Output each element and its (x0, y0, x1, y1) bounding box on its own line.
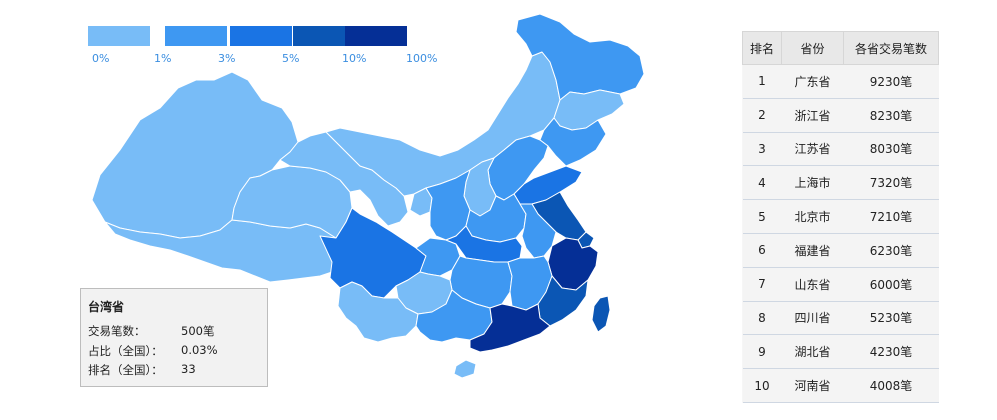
legend-label: 100% (406, 52, 438, 65)
legend-label: 3% (218, 52, 236, 65)
cell-province: 江苏省 (781, 132, 844, 167)
cell-rank: 1 (742, 64, 782, 99)
legend-swatch-level-2 (230, 26, 292, 46)
cell-count: 5230笔 (843, 301, 939, 336)
cell-rank: 9 (742, 334, 782, 370)
cell-rank: 3 (742, 132, 782, 167)
legend-swatch-level-3 (293, 26, 355, 46)
header-rank: 排名 (742, 31, 782, 65)
cell-count: 6000笔 (843, 267, 939, 302)
cell-rank: 10 (742, 368, 782, 403)
cell-province: 北京市 (781, 199, 844, 234)
info-key: 交易笔数： (88, 324, 146, 338)
info-row: 占比（全国）： 0.03% (88, 343, 263, 359)
province-liaoning[interactable] (539, 117, 607, 167)
cell-rank: 4 (742, 165, 782, 201)
cell-province: 四川省 (781, 301, 844, 336)
cell-province: 浙江省 (781, 98, 844, 133)
table-row[interactable]: 9 湖北省 4230笔 (742, 334, 939, 370)
legend-label: 5% (282, 52, 300, 65)
table-row[interactable]: 8 四川省 5230笔 (742, 301, 939, 336)
province-info-panel: 台湾省 交易笔数： 500笔 占比（全国）： 0.03% 排名（全国）： 33 (80, 288, 268, 387)
table-row[interactable]: 5 北京市 7210笔 (742, 199, 939, 234)
legend-swatch-level-4 (345, 26, 407, 46)
info-row: 交易笔数： 500笔 (88, 323, 263, 339)
table-row[interactable]: 6 福建省 6230笔 (742, 233, 939, 268)
info-key: 排名（全国）： (88, 363, 163, 377)
province-qinghai[interactable] (231, 165, 353, 239)
cell-province: 河南省 (781, 368, 844, 403)
info-value: 500笔 (181, 324, 215, 338)
legend-label: 0% (92, 52, 110, 65)
info-value: 33 (181, 362, 196, 376)
map-legend: 0% 1% 3% 5% 10% 100% (88, 26, 448, 70)
province-taiwan[interactable] (591, 295, 611, 333)
cell-count: 6230笔 (843, 233, 939, 268)
cell-count: 4230笔 (843, 334, 939, 370)
cell-count: 4008笔 (843, 368, 939, 403)
cell-rank: 6 (742, 233, 782, 268)
table-row[interactable]: 7 山东省 6000笔 (742, 267, 939, 302)
cell-province: 山东省 (781, 267, 844, 302)
info-row: 排名（全国）： 33 (88, 362, 263, 378)
china-province-map (91, 13, 645, 379)
cell-count: 7320笔 (843, 165, 939, 201)
legend-swatch-level-1 (165, 26, 227, 46)
legend-label: 10% (342, 52, 367, 65)
table-row[interactable]: 3 江苏省 8030笔 (742, 132, 939, 167)
legend-label: 1% (154, 52, 172, 65)
cell-rank: 7 (742, 267, 782, 302)
legend-swatch-level-0 (88, 26, 150, 46)
cell-province: 湖北省 (781, 334, 844, 370)
header-count: 各省交易笔数 (843, 31, 939, 65)
province-hainan[interactable] (453, 359, 477, 379)
cell-count: 9230笔 (843, 64, 939, 99)
info-key: 占比（全国）： (88, 344, 163, 358)
cell-province: 上海市 (781, 165, 844, 201)
province-guangdong[interactable] (469, 303, 551, 353)
cell-province: 福建省 (781, 233, 844, 268)
province-jilin[interactable] (553, 89, 625, 131)
ranking-table: 排名 省份 各省交易笔数 1 广东省 9230笔 2 浙江省 8230笔 3 江苏省 803… (742, 31, 939, 403)
table-row[interactable]: 10 河南省 4008笔 (742, 368, 939, 403)
info-province-name: 台湾省 (88, 300, 125, 314)
cell-count: 7210笔 (843, 199, 939, 234)
table-row[interactable]: 1 广东省 9230笔 (742, 64, 939, 99)
cell-count: 8230笔 (843, 98, 939, 133)
table-row[interactable]: 2 浙江省 8230笔 (742, 98, 939, 133)
table-row[interactable]: 4 上海市 7320笔 (742, 165, 939, 201)
cell-province: 广东省 (781, 64, 844, 99)
cell-rank: 2 (742, 98, 782, 133)
cell-count: 8030笔 (843, 132, 939, 167)
cell-rank: 8 (742, 301, 782, 336)
info-value: 0.03% (181, 343, 218, 357)
cell-rank: 5 (742, 199, 782, 234)
ranking-header-row: 排名 省份 各省交易笔数 (742, 31, 939, 65)
header-province: 省份 (781, 31, 844, 65)
